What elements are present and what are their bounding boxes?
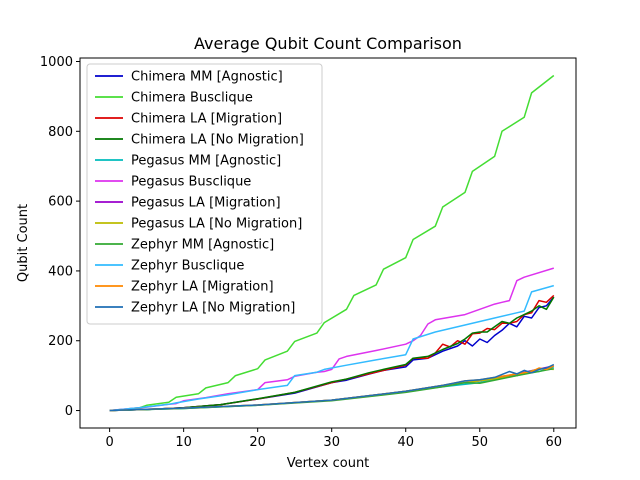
legend-box (86, 63, 323, 325)
chart-title: Average Qubit Count Comparison (194, 34, 462, 53)
y-tick-label: 600 (48, 195, 73, 210)
legend-label: Zephyr MM [Agnostic] (131, 238, 274, 253)
y-tick-label: 0 (65, 404, 73, 419)
legend-label: Pegasus LA [No Migration] (131, 217, 302, 232)
series-line (109, 296, 555, 412)
y-tick-label: 200 (48, 334, 73, 349)
x-tick-label: 0 (105, 435, 113, 450)
legend-label: Chimera Busclique (131, 91, 253, 106)
legend-label: Chimera LA [No Migration] (131, 133, 304, 148)
series-line (109, 74, 555, 412)
x-tick-label: 10 (175, 435, 192, 450)
plot-area (79, 57, 577, 429)
legend-label: Chimera LA [Migration] (131, 112, 282, 127)
x-axis: 0 10 20 30 40 50 60 (105, 428, 562, 450)
x-tick-label: 20 (249, 435, 266, 450)
legend-label: Zephyr Busclique (131, 259, 244, 274)
legend-label: Chimera MM [Agnostic] (131, 70, 283, 85)
y-axis-label: Qubit Count (16, 204, 31, 282)
series-line (109, 363, 555, 412)
x-tick-label: 50 (471, 435, 488, 450)
legend: Chimera MM [Agnostic] Chimera Busclique Ch… (86, 63, 323, 325)
plot-frame (79, 57, 577, 429)
y-tick-label: 800 (48, 125, 73, 140)
x-tick-label: 60 (546, 435, 563, 450)
legend-label: Zephyr LA [Migration] (131, 280, 274, 295)
y-axis: 0 200 400 600 800 1000 (40, 55, 80, 419)
series-layer (109, 74, 555, 412)
legend-label: Pegasus MM [Agnostic] (131, 154, 281, 169)
y-tick-label: 400 (48, 264, 73, 279)
x-tick-label: 40 (397, 435, 414, 450)
y-tick-label: 1000 (40, 55, 73, 70)
x-axis-label: Vertex count (287, 456, 370, 471)
legend-label: Pegasus LA [Migration] (131, 196, 281, 211)
x-tick-label: 30 (323, 435, 340, 450)
series-line (109, 284, 555, 412)
legend-label: Pegasus Busclique (131, 175, 251, 190)
legend-label: Zephyr LA [No Migration] (131, 301, 295, 316)
